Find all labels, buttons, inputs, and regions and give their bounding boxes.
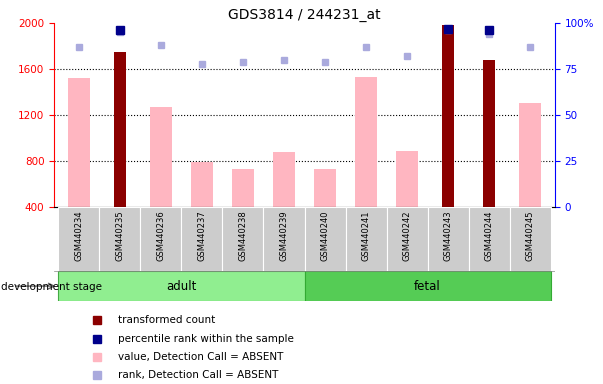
- Bar: [182, 207, 223, 271]
- Bar: [355, 77, 377, 207]
- Bar: [232, 169, 254, 207]
- Text: GSM440239: GSM440239: [280, 210, 288, 261]
- Bar: [519, 103, 541, 207]
- Bar: [264, 207, 305, 271]
- Text: transformed count: transformed count: [118, 315, 215, 325]
- Text: percentile rank within the sample: percentile rank within the sample: [118, 334, 294, 344]
- Bar: [442, 25, 454, 207]
- Text: GSM440243: GSM440243: [444, 210, 453, 261]
- Bar: [150, 107, 172, 207]
- Bar: [191, 162, 213, 207]
- Bar: [396, 151, 418, 207]
- Bar: [223, 207, 264, 271]
- Bar: [305, 271, 551, 301]
- Bar: [469, 207, 510, 271]
- Text: GSM440240: GSM440240: [321, 210, 329, 261]
- Text: GSM440236: GSM440236: [156, 210, 165, 261]
- Text: GSM440241: GSM440241: [362, 210, 371, 261]
- Bar: [483, 60, 495, 207]
- Text: GSM440237: GSM440237: [197, 210, 206, 261]
- Bar: [346, 207, 387, 271]
- Bar: [510, 207, 551, 271]
- Text: adult: adult: [166, 280, 197, 293]
- Bar: [273, 152, 295, 207]
- Text: GSM440244: GSM440244: [485, 210, 494, 261]
- Text: GSM440245: GSM440245: [526, 210, 535, 261]
- Text: GSM440242: GSM440242: [403, 210, 412, 261]
- Bar: [387, 207, 428, 271]
- Bar: [68, 78, 90, 207]
- Bar: [428, 207, 469, 271]
- Bar: [114, 52, 126, 207]
- Bar: [58, 271, 305, 301]
- Text: GSM440234: GSM440234: [74, 210, 83, 261]
- Bar: [305, 207, 346, 271]
- Bar: [314, 169, 336, 207]
- Text: GSM440235: GSM440235: [115, 210, 124, 261]
- Title: GDS3814 / 244231_at: GDS3814 / 244231_at: [228, 8, 381, 22]
- Bar: [140, 207, 182, 271]
- Text: GSM440238: GSM440238: [238, 210, 247, 261]
- Bar: [99, 207, 140, 271]
- Text: rank, Detection Call = ABSENT: rank, Detection Call = ABSENT: [118, 370, 279, 380]
- Text: development stage: development stage: [1, 282, 101, 292]
- Text: value, Detection Call = ABSENT: value, Detection Call = ABSENT: [118, 352, 283, 362]
- Text: fetal: fetal: [414, 280, 441, 293]
- Bar: [58, 207, 99, 271]
